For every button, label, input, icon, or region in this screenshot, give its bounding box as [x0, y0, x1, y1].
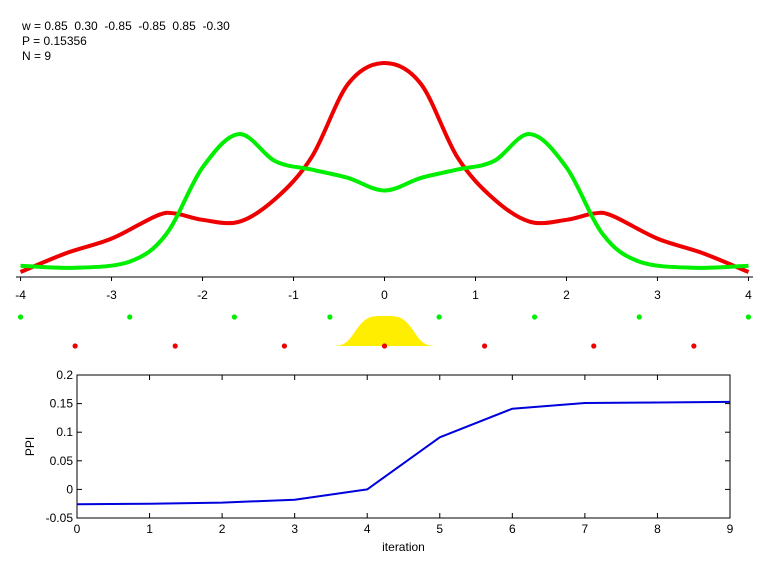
- ppi-y-tick-label: -0.05: [46, 511, 74, 525]
- probability-text: P = 0.15356: [22, 34, 87, 48]
- top-x-tick-label: -1: [288, 288, 299, 302]
- red-dot: [591, 343, 597, 349]
- green-dot: [127, 314, 133, 320]
- ppi-y-tick-label: 0: [66, 482, 73, 496]
- green-dot: [231, 314, 237, 320]
- green-dot: [636, 314, 642, 320]
- ppi-x-tick-label: 0: [74, 522, 81, 536]
- top-x-tick-label: 2: [563, 288, 570, 302]
- top-x-tick-label: -3: [106, 288, 117, 302]
- red-dot: [72, 343, 78, 349]
- red-dot: [172, 343, 178, 349]
- green-curve: [20, 132, 749, 270]
- ppi-x-tick-label: 4: [364, 522, 371, 536]
- ppi-x-tick-label: 3: [291, 522, 298, 536]
- ppi-y-tick-label: 0.1: [56, 425, 73, 439]
- red-dot: [381, 343, 388, 349]
- red-curve: [19, 61, 750, 274]
- ppi-axes-box: [76, 374, 731, 519]
- top-curve-chart: -4 -3 -2 -1 0 1 2 3 4: [15, 61, 753, 302]
- top-x-tick-label: -4: [15, 288, 26, 302]
- ppi-x-tick-label: 8: [654, 522, 661, 536]
- ppi-x-tick-label: 5: [436, 522, 443, 536]
- ppi-y-tick-label: 0.05: [50, 454, 74, 468]
- ppi-y-tick-label: 0.2: [56, 368, 73, 382]
- ppi-x-tick-label: 7: [582, 522, 589, 536]
- top-x-tick-label: -2: [197, 288, 208, 302]
- ppi-x-axis-label: iteration: [382, 540, 425, 554]
- green-dot: [17, 314, 24, 320]
- green-dot: [532, 314, 538, 320]
- top-x-tick-label: 1: [472, 288, 479, 302]
- red-dot: [691, 343, 697, 349]
- ppi-y-axis-label: PPI: [23, 437, 37, 456]
- green-dot: [745, 314, 752, 320]
- n-text: N = 9: [22, 49, 52, 63]
- ppi-x-tick-label: 2: [219, 522, 226, 536]
- ppi-x-tick-label: 6: [509, 522, 516, 536]
- ppi-y-tick-label: 0.15: [50, 397, 74, 411]
- yellow-bump: [320, 316, 449, 346]
- dots-panel: [17, 314, 752, 349]
- ppi-chart: 0 1 2 3 4 5 6 7 8 9-0.0500.050.10.150.2iterationP…: [23, 368, 734, 554]
- ppi-x-tick-label: 1: [146, 522, 153, 536]
- red-dot: [481, 343, 488, 349]
- top-x-tick-label: 0: [381, 288, 388, 302]
- weights-text: w = 0.85 0.30 -0.85 -0.85 0.85 -0.30: [22, 19, 230, 33]
- green-dot: [436, 314, 442, 320]
- red-dot: [281, 343, 288, 349]
- ppi-x-tick-label: 9: [727, 522, 734, 536]
- top-x-tick-label: 3: [654, 288, 661, 302]
- ppi-line: [76, 400, 731, 506]
- green-dot: [327, 314, 333, 320]
- top-x-tick-label: 4: [745, 288, 752, 302]
